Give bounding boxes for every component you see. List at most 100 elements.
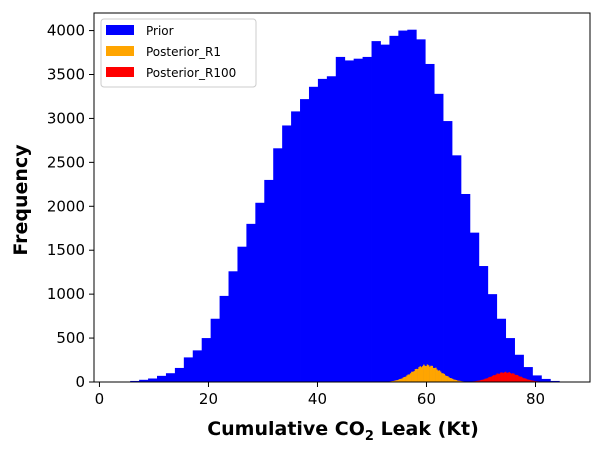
x-tick-label: 80	[526, 390, 545, 408]
legend: Prior Posterior_R1 Posterior_R100	[100, 18, 257, 88]
posterior-r1-bar	[442, 373, 444, 382]
posterior-r100-bar	[506, 372, 508, 382]
prior-bar	[362, 56, 372, 383]
prior-bar	[398, 30, 408, 382]
posterior-r1-bar	[454, 379, 456, 382]
posterior-r100-bar	[479, 380, 482, 382]
legend-box	[100, 18, 257, 88]
prior-bar	[282, 125, 292, 383]
posterior-r100-bar	[513, 373, 515, 382]
posterior-r1-bar	[453, 379, 455, 382]
posterior-r100-bar	[522, 378, 525, 382]
posterior-r1-bar	[420, 367, 423, 382]
posterior-r1-bar	[449, 378, 451, 382]
prior-bar	[157, 375, 167, 382]
posterior-r100-bar	[514, 374, 516, 382]
posterior-r100-bar	[503, 372, 506, 382]
y-tick-label: 4000	[47, 22, 85, 40]
prior-bar	[532, 375, 542, 382]
posterior-r100-bar	[526, 379, 528, 382]
posterior-r100-bar	[519, 376, 521, 382]
prior-bar	[300, 99, 310, 382]
prior-bar	[237, 246, 247, 382]
legend-swatch	[106, 46, 134, 56]
legend-label: Prior	[146, 24, 174, 38]
y-tick-label: 500	[56, 329, 85, 347]
x-tick-label: 60	[417, 390, 436, 408]
prior-bar	[469, 232, 480, 382]
posterior-r1-bar	[407, 374, 410, 382]
y-tick-label: 1000	[47, 285, 85, 303]
prior-bar	[550, 380, 560, 382]
posterior-r1-bar	[395, 380, 398, 382]
y-tick-label: 3500	[47, 66, 85, 84]
prior-bar	[291, 111, 301, 383]
posterior-r100-bar	[492, 375, 495, 382]
prior-bar	[523, 367, 533, 382]
posterior-r1-bar	[427, 365, 430, 382]
x-tick-label: 0	[95, 390, 105, 408]
y-tick-label: 0	[75, 373, 85, 391]
posterior-r1-bar	[429, 366, 431, 382]
posterior-r1-bar	[459, 380, 461, 382]
prior-bar	[487, 294, 498, 382]
posterior-r1-bar	[393, 380, 395, 382]
posterior-r1-bar	[397, 379, 400, 382]
posterior-r1-bar	[444, 375, 447, 382]
posterior-r100-bar	[497, 373, 500, 382]
posterior-r1-bar	[457, 380, 460, 382]
prior-bar	[317, 78, 328, 382]
posterior-r100-bar	[496, 373, 498, 382]
posterior-r1-bar	[401, 378, 404, 382]
plot-frame	[93, 12, 591, 383]
posterior-r100-bar	[512, 373, 514, 382]
posterior-r100-bar	[491, 375, 494, 382]
x-axis-label-suffix: Leak (Kt)	[374, 418, 479, 440]
posterior-r100-bar	[489, 376, 491, 382]
posterior-r1-bar	[418, 367, 420, 382]
posterior-r1-bar	[435, 367, 437, 382]
prior-bar	[308, 86, 319, 383]
posterior-r1-bar	[431, 365, 433, 382]
posterior-r1-bar	[451, 378, 454, 382]
posterior-r100-bar	[488, 377, 490, 382]
posterior-r1-bar	[406, 375, 408, 382]
posterior-r1-bar	[439, 371, 442, 382]
posterior-r1-bar	[430, 365, 432, 382]
prior-bar	[326, 76, 337, 382]
posterior-r1-bar	[417, 369, 419, 382]
prior-bar	[165, 373, 176, 382]
posterior-r100-bar	[483, 379, 485, 382]
posterior-r1-bar	[396, 380, 399, 382]
posterior-r1-bar	[399, 379, 401, 382]
posterior-r1-bar	[455, 380, 457, 382]
posterior-r1-bar	[413, 371, 416, 382]
x-axis-ticks: 0 20 40 60 80	[95, 382, 545, 408]
posterior-r100-bar	[532, 380, 534, 382]
prior-bar	[443, 121, 453, 382]
posterior-r100-bar	[476, 380, 478, 382]
prior-bar	[389, 35, 399, 383]
prior-bar	[434, 93, 444, 382]
x-tick-label: 20	[199, 390, 218, 408]
posterior-r100-bar	[494, 375, 496, 382]
posterior-r100-bar	[490, 376, 492, 382]
posterior-r100-bar	[516, 375, 519, 382]
posterior-r100-bar	[478, 380, 480, 382]
prior-bar	[425, 63, 435, 383]
posterior-r1-bar	[438, 370, 441, 382]
legend-entries: Prior Posterior_R1 Posterior_R100	[106, 24, 236, 80]
posterior-r100-bar	[531, 380, 533, 382]
prior-bar	[353, 58, 363, 382]
posterior-r1-bar	[412, 371, 414, 382]
prior-bar	[371, 41, 381, 383]
posterior-r1-bar	[394, 380, 396, 382]
posterior-r100-bar	[527, 379, 530, 382]
posterior-r100-bar	[521, 377, 524, 382]
posterior-r100-bar	[484, 378, 486, 382]
posterior-r1-bar	[414, 369, 417, 382]
posterior-r100-bar	[500, 372, 502, 382]
posterior-r1-bar	[403, 376, 406, 382]
posterior-r100-bar	[498, 373, 501, 382]
posterior-r1-bar	[456, 380, 459, 382]
